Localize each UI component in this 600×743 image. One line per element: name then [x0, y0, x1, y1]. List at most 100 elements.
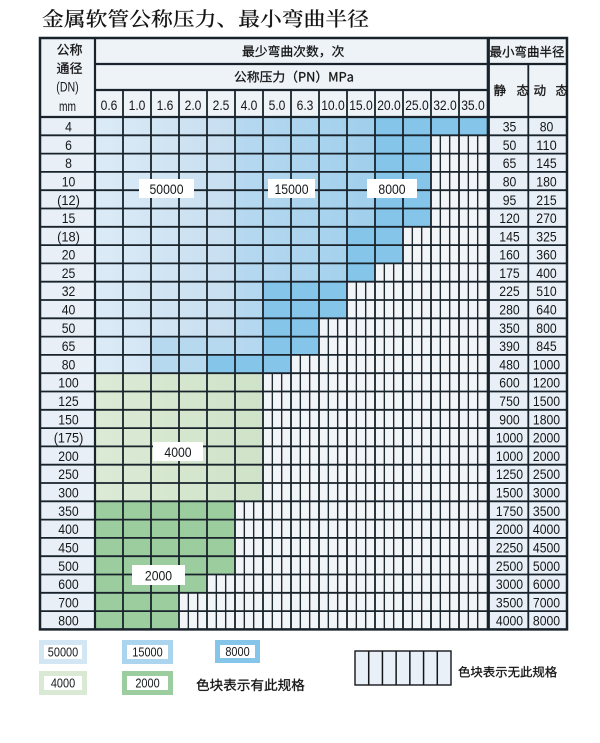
svg-text:1800: 1800 [533, 411, 560, 427]
svg-text:250: 250 [58, 466, 79, 482]
svg-text:600: 600 [58, 576, 79, 592]
svg-text:8000: 8000 [533, 613, 560, 629]
svg-text:10: 10 [62, 174, 76, 190]
svg-text:845: 845 [536, 338, 557, 354]
svg-text:2500: 2500 [496, 558, 523, 574]
svg-text:0.6: 0.6 [101, 97, 118, 113]
svg-text:2.5: 2.5 [213, 97, 230, 113]
svg-text:7000: 7000 [533, 594, 560, 610]
svg-text:1750: 1750 [496, 503, 523, 519]
svg-text:65: 65 [62, 338, 76, 354]
svg-text:2500: 2500 [533, 466, 560, 482]
svg-text:2000: 2000 [533, 448, 560, 464]
svg-text:(12): (12) [57, 192, 80, 208]
svg-text:2250: 2250 [496, 540, 523, 556]
svg-text:2000: 2000 [135, 677, 159, 691]
svg-text:900: 900 [499, 411, 520, 427]
svg-text:50000: 50000 [150, 181, 184, 197]
svg-text:6: 6 [65, 137, 72, 153]
svg-text:1500: 1500 [533, 393, 560, 409]
svg-text:6.3: 6.3 [297, 97, 314, 113]
svg-text:2000: 2000 [496, 521, 523, 537]
svg-text:350: 350 [58, 503, 79, 519]
svg-text:4000: 4000 [533, 521, 560, 537]
svg-text:20: 20 [62, 247, 76, 263]
svg-text:800: 800 [536, 320, 557, 336]
svg-text:215: 215 [536, 192, 557, 208]
svg-text:(175): (175) [54, 430, 84, 446]
svg-text:50: 50 [62, 320, 76, 336]
svg-text:1000: 1000 [496, 430, 523, 446]
svg-text:800: 800 [58, 613, 79, 629]
svg-text:145: 145 [499, 228, 520, 244]
svg-text:35: 35 [503, 119, 517, 135]
svg-text:80: 80 [540, 119, 554, 135]
svg-text:2000: 2000 [533, 430, 560, 446]
svg-text:1200: 1200 [533, 375, 560, 391]
svg-text:110: 110 [536, 137, 557, 153]
svg-text:450: 450 [58, 540, 79, 556]
svg-text:(18): (18) [57, 228, 80, 244]
svg-text:1500: 1500 [496, 485, 523, 501]
svg-text:480: 480 [499, 356, 520, 372]
svg-text:(DN): (DN) [56, 80, 78, 95]
svg-text:145: 145 [536, 155, 557, 171]
svg-text:15000: 15000 [275, 181, 309, 197]
svg-text:160: 160 [499, 247, 520, 263]
svg-text:360: 360 [536, 247, 557, 263]
svg-text:325: 325 [536, 228, 557, 244]
svg-text:80: 80 [62, 356, 76, 372]
svg-text:32.0: 32.0 [433, 97, 457, 113]
svg-text:4000: 4000 [496, 613, 523, 629]
svg-text:3500: 3500 [496, 594, 523, 610]
svg-text:40: 40 [62, 302, 76, 318]
svg-text:1.6: 1.6 [157, 97, 174, 113]
svg-text:1.0: 1.0 [129, 97, 146, 113]
svg-text:8: 8 [65, 155, 72, 171]
svg-text:35.0: 35.0 [461, 97, 485, 113]
svg-text:3000: 3000 [533, 485, 560, 501]
svg-text:400: 400 [58, 521, 79, 537]
svg-text:1250: 1250 [496, 466, 523, 482]
svg-text:180: 180 [536, 174, 557, 190]
svg-text:4: 4 [65, 119, 72, 135]
svg-text:200: 200 [58, 448, 79, 464]
svg-text:95: 95 [503, 192, 517, 208]
svg-text:8000: 8000 [225, 645, 249, 659]
svg-text:5.0: 5.0 [269, 97, 286, 113]
svg-text:3000: 3000 [496, 576, 523, 592]
svg-text:15000: 15000 [132, 646, 162, 660]
svg-text:15.0: 15.0 [349, 97, 373, 113]
svg-text:750: 750 [499, 393, 520, 409]
svg-text:65: 65 [503, 155, 517, 171]
svg-text:125: 125 [58, 393, 79, 409]
svg-text:10.0: 10.0 [321, 97, 345, 113]
svg-text:640: 640 [536, 302, 557, 318]
svg-text:5000: 5000 [533, 558, 560, 574]
svg-text:400: 400 [536, 265, 557, 281]
svg-text:150: 150 [58, 411, 79, 427]
svg-text:80: 80 [503, 174, 517, 190]
svg-text:8000: 8000 [378, 181, 405, 197]
svg-text:32: 32 [62, 283, 76, 299]
svg-text:25.0: 25.0 [405, 97, 429, 113]
svg-text:50: 50 [503, 137, 517, 153]
svg-text:270: 270 [536, 210, 557, 226]
svg-text:25: 25 [62, 265, 76, 281]
svg-text:225: 225 [499, 283, 520, 299]
svg-text:510: 510 [536, 283, 557, 299]
svg-text:2000: 2000 [145, 567, 172, 583]
svg-text:100: 100 [58, 375, 79, 391]
svg-text:390: 390 [499, 338, 520, 354]
svg-text:4000: 4000 [164, 444, 191, 460]
svg-text:700: 700 [58, 594, 79, 610]
svg-text:6000: 6000 [533, 576, 560, 592]
svg-text:500: 500 [58, 558, 79, 574]
svg-text:4500: 4500 [533, 540, 560, 556]
svg-text:1000: 1000 [533, 356, 560, 372]
svg-text:280: 280 [499, 302, 520, 318]
svg-text:20.0: 20.0 [377, 97, 401, 113]
svg-text:120: 120 [499, 210, 520, 226]
svg-text:175: 175 [499, 265, 520, 281]
svg-text:mm: mm [59, 99, 76, 114]
